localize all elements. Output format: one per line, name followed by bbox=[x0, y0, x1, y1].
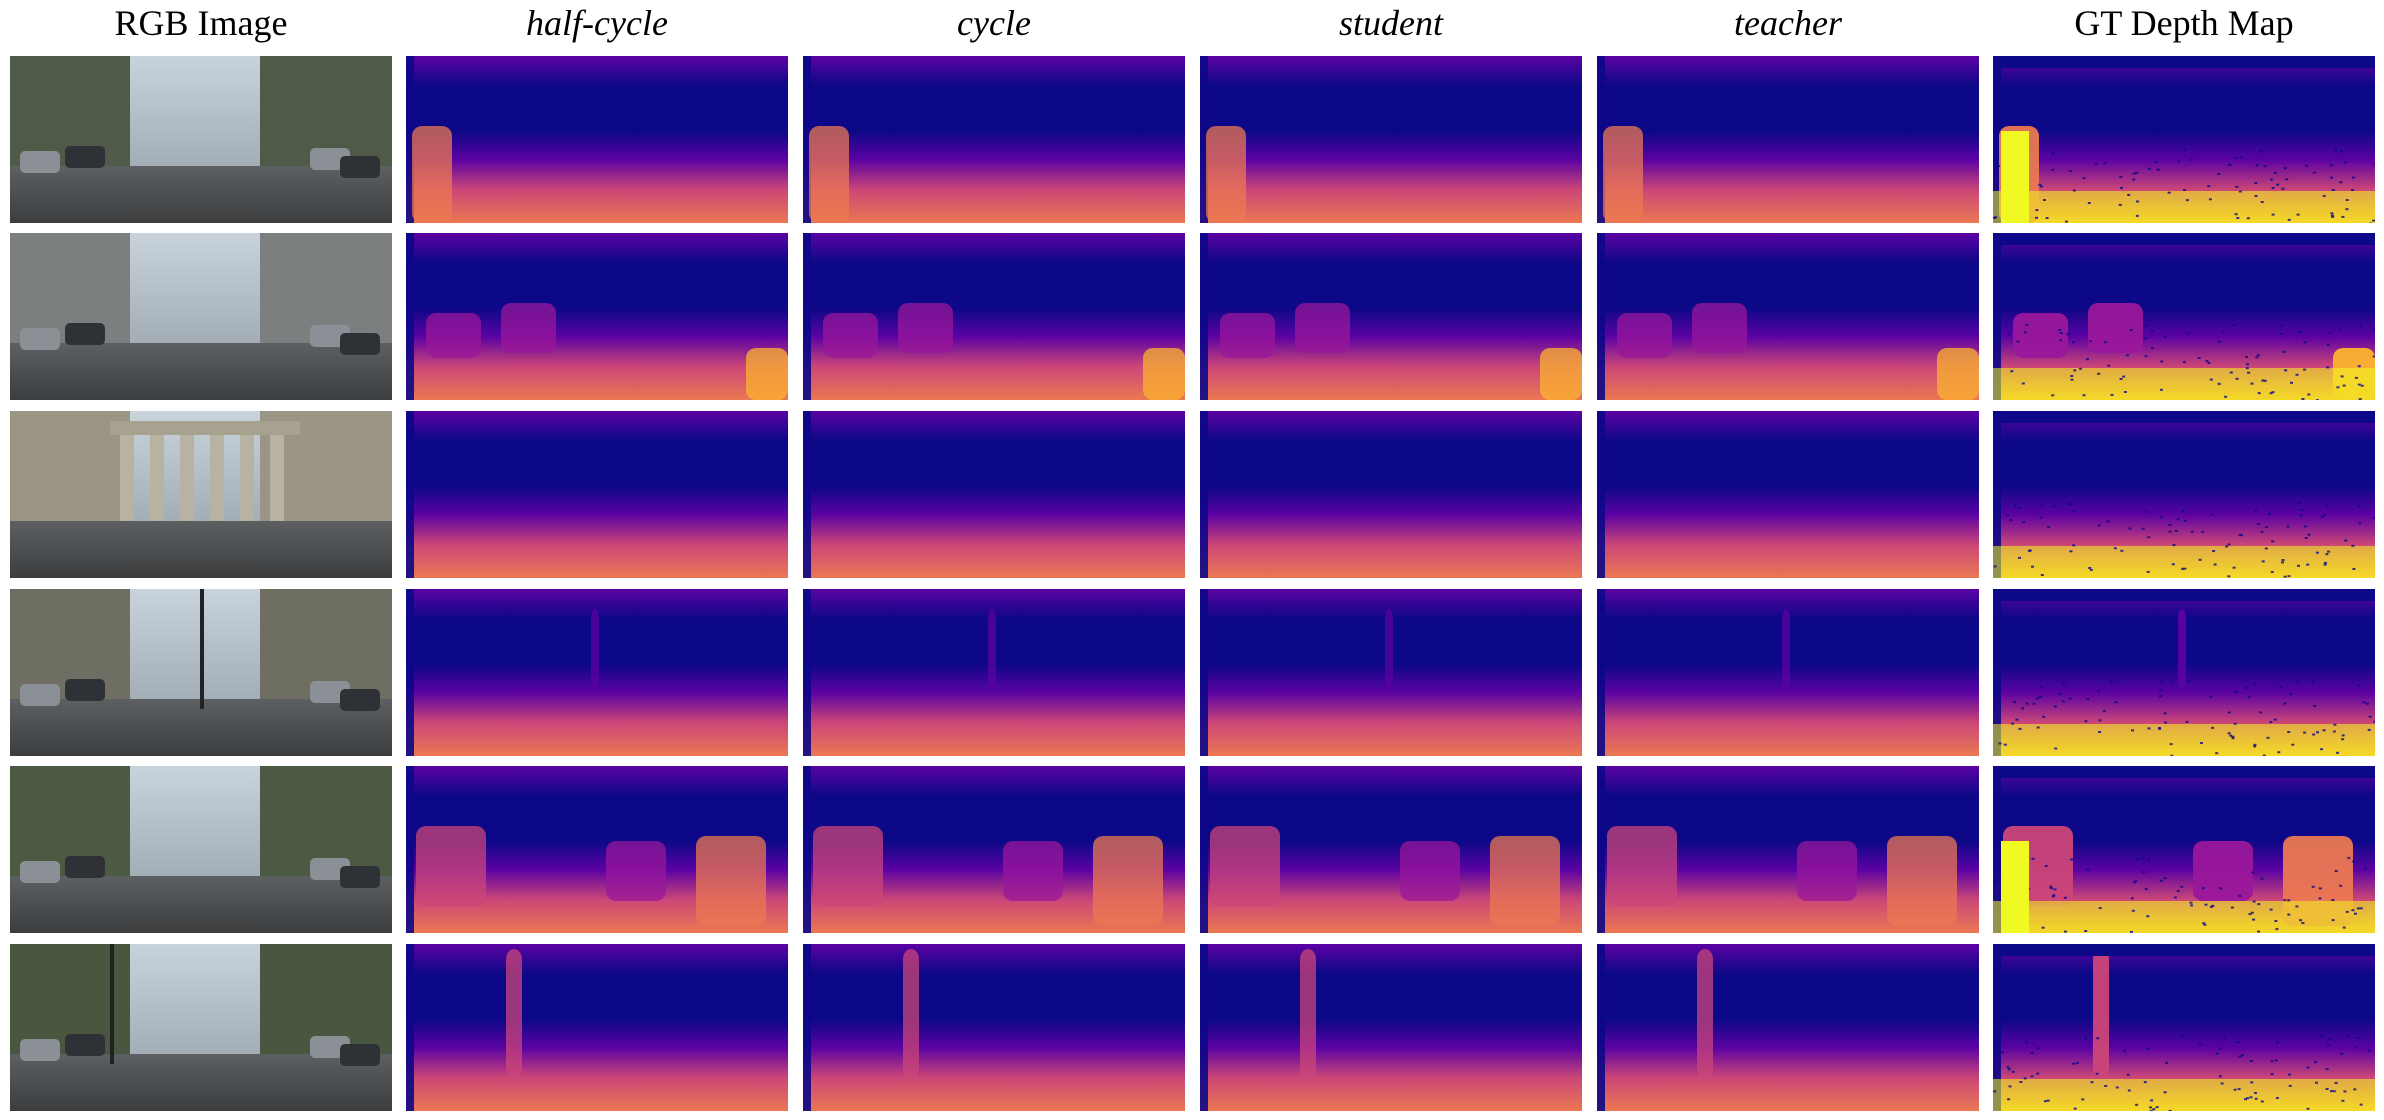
photo-image bbox=[10, 589, 392, 756]
image-row-3-depth bbox=[1597, 411, 1979, 578]
depth-image bbox=[406, 56, 788, 223]
image-row-4-depth bbox=[406, 589, 788, 756]
image-row-2-photo bbox=[10, 233, 392, 400]
gt-image bbox=[1993, 944, 2375, 1111]
photo-image bbox=[10, 944, 392, 1111]
depth-image bbox=[1597, 411, 1979, 578]
image-row-2-depth bbox=[1597, 233, 1979, 400]
depth-image bbox=[1597, 589, 1979, 756]
depth-image bbox=[803, 56, 1185, 223]
image-row-3-depth bbox=[803, 411, 1185, 578]
image-row-5-photo bbox=[10, 766, 392, 933]
image-row-1-depth bbox=[1200, 56, 1582, 223]
image-row-3-depth bbox=[1200, 411, 1582, 578]
image-row-4-photo bbox=[10, 589, 392, 756]
depth-image bbox=[406, 766, 788, 933]
image-row-3-photo bbox=[10, 411, 392, 578]
image-row-6-depth bbox=[803, 944, 1185, 1111]
depth-image bbox=[406, 411, 788, 578]
depth-image bbox=[1200, 589, 1582, 756]
depth-image bbox=[1597, 56, 1979, 223]
gt-image bbox=[1993, 589, 2375, 756]
image-row-4-depth bbox=[803, 589, 1185, 756]
image-row-3-depth bbox=[406, 411, 788, 578]
image-row-3-gt bbox=[1993, 411, 2375, 578]
image-row-5-depth bbox=[1200, 766, 1582, 933]
depth-image bbox=[406, 233, 788, 400]
depth-image bbox=[406, 944, 788, 1111]
depth-image bbox=[803, 589, 1185, 756]
image-row-1-photo bbox=[10, 56, 392, 223]
depth-image bbox=[1200, 233, 1582, 400]
depth-image bbox=[1200, 56, 1582, 223]
depth-image bbox=[1200, 411, 1582, 578]
gt-image bbox=[1993, 766, 2375, 933]
image-row-6-gt bbox=[1993, 944, 2375, 1111]
image-row-6-depth bbox=[406, 944, 788, 1111]
column-header-2: half-cycle bbox=[526, 3, 668, 43]
image-row-6-photo bbox=[10, 944, 392, 1111]
column-header-4: student bbox=[1339, 3, 1443, 43]
image-row-2-depth bbox=[803, 233, 1185, 400]
image-row-6-depth bbox=[1200, 944, 1582, 1111]
gt-image bbox=[1993, 56, 2375, 223]
depth-image bbox=[803, 411, 1185, 578]
depth-image bbox=[1597, 233, 1979, 400]
image-row-1-depth bbox=[406, 56, 788, 223]
depth-image bbox=[1200, 944, 1582, 1111]
image-row-4-depth bbox=[1597, 589, 1979, 756]
image-row-2-gt bbox=[1993, 233, 2375, 400]
depth-image bbox=[803, 766, 1185, 933]
image-row-5-depth bbox=[803, 766, 1185, 933]
image-row-4-depth bbox=[1200, 589, 1582, 756]
depth-image bbox=[406, 589, 788, 756]
image-row-1-depth bbox=[803, 56, 1185, 223]
image-row-5-depth bbox=[1597, 766, 1979, 933]
depth-image bbox=[1597, 944, 1979, 1111]
depth-image bbox=[1200, 766, 1582, 933]
column-header-5: teacher bbox=[1734, 3, 1842, 43]
image-row-6-depth bbox=[1597, 944, 1979, 1111]
image-row-5-gt bbox=[1993, 766, 2375, 933]
image-row-4-gt bbox=[1993, 589, 2375, 756]
column-header-1: RGB Image bbox=[114, 3, 288, 43]
image-row-5-depth bbox=[406, 766, 788, 933]
gt-image bbox=[1993, 411, 2375, 578]
photo-image bbox=[10, 411, 392, 578]
depth-image bbox=[1597, 766, 1979, 933]
photo-image bbox=[10, 56, 392, 223]
column-header-6: GT Depth Map bbox=[2074, 3, 2294, 43]
depth-image bbox=[803, 944, 1185, 1111]
column-header-3: cycle bbox=[957, 3, 1031, 43]
depth-image bbox=[803, 233, 1185, 400]
image-row-2-depth bbox=[1200, 233, 1582, 400]
image-row-1-depth bbox=[1597, 56, 1979, 223]
gt-image bbox=[1993, 233, 2375, 400]
photo-image bbox=[10, 766, 392, 933]
image-row-1-gt bbox=[1993, 56, 2375, 223]
image-row-2-depth bbox=[406, 233, 788, 400]
photo-image bbox=[10, 233, 392, 400]
